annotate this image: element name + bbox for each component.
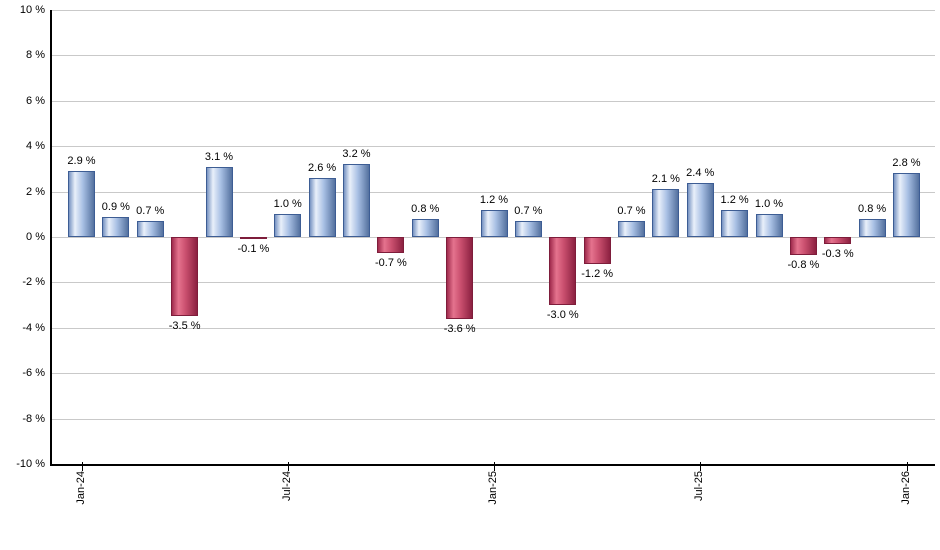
- bar-Mar-25: [549, 237, 577, 306]
- bar-Feb-24: [102, 216, 130, 237]
- bar-Apr-25: [583, 237, 611, 265]
- bar-Dec-25: [858, 218, 886, 237]
- bar-value-label: 0.7 %: [617, 205, 646, 218]
- bar-Sep-25: [755, 214, 783, 237]
- bar-value-label: 1.2 %: [479, 193, 509, 206]
- bar-Sep-24: [343, 164, 370, 237]
- x-axis-tick: [287, 462, 289, 471]
- bar-value-label: 3.1 %: [204, 150, 234, 163]
- y-axis-label: 10 %: [19, 4, 45, 16]
- gridline: [52, 100, 935, 102]
- bar-Jun-24: [239, 237, 267, 240]
- x-axis-label: Jan-26: [899, 471, 912, 505]
- y-axis-label: -4 %: [22, 321, 45, 334]
- gridline: [52, 282, 935, 284]
- bar-Dec-24: [446, 237, 474, 319]
- bar-value-label: 2.8 %: [892, 157, 921, 170]
- x-axis-label: Jul-25: [693, 471, 706, 501]
- bar-value-label: 2.1 %: [651, 173, 680, 186]
- bar-Nov-25: [824, 237, 852, 244]
- bar-value-label: 3.2 %: [342, 148, 371, 161]
- bar-value-label: -1.2 %: [581, 268, 614, 281]
- y-axis-line: [50, 10, 52, 466]
- x-axis-tick: [700, 462, 702, 471]
- gridline: [52, 373, 935, 375]
- x-axis-line: [50, 464, 935, 466]
- bar-value-label: 2.9 %: [67, 155, 96, 168]
- bar-Jun-25: [652, 189, 680, 237]
- x-axis-tick: [494, 462, 495, 471]
- bar-Aug-24: [308, 177, 336, 237]
- bar-Aug-25: [721, 209, 749, 237]
- bar-value-label: -0.7 %: [374, 256, 407, 269]
- bar-Feb-25: [514, 221, 542, 237]
- y-axis-label: -10 %: [16, 458, 45, 470]
- gridline: [52, 55, 935, 57]
- bar-value-label: -3.5 %: [168, 320, 201, 333]
- bar-Oct-24: [377, 237, 405, 253]
- bar-Jan-26: [893, 173, 920, 237]
- bar-value-label: -0.1 %: [237, 243, 270, 256]
- y-axis-label: 0 %: [26, 231, 45, 243]
- bar-Jul-24: [274, 214, 302, 237]
- bar-value-label: 1.2 %: [720, 193, 749, 206]
- bar-Nov-24: [411, 218, 439, 237]
- gridline: [52, 10, 935, 11]
- x-axis-label: Jan-24: [74, 471, 87, 505]
- x-axis-label: Jan-25: [487, 471, 499, 505]
- gridline: [52, 327, 935, 329]
- bar-May-25: [618, 221, 645, 237]
- y-axis-label: 8 %: [26, 49, 45, 62]
- y-axis-label: -2 %: [22, 276, 45, 289]
- bar-value-label: -0.3 %: [821, 247, 854, 260]
- x-axis-label: Jul-24: [280, 471, 293, 501]
- gridline: [52, 237, 935, 238]
- y-axis-label: 2 %: [26, 185, 45, 198]
- bar-value-label: 0.8 %: [411, 202, 440, 215]
- bar-value-label: 2.6 %: [308, 161, 337, 174]
- bar-value-label: -0.8 %: [787, 259, 820, 272]
- x-axis-tick: [81, 462, 83, 471]
- gridline: [52, 146, 935, 148]
- bar-value-label: -3.0 %: [546, 309, 579, 322]
- gridline: [52, 191, 935, 193]
- bar-value-label: 0.9 %: [101, 200, 130, 213]
- bar-Apr-24: [171, 237, 199, 317]
- bar-value-label: 2.4 %: [686, 166, 715, 179]
- bar-value-label: -3.6 %: [443, 322, 476, 335]
- bar-value-label: 0.7 %: [136, 205, 165, 218]
- y-axis-label: 4 %: [26, 140, 45, 153]
- bar-Oct-25: [789, 237, 817, 256]
- bar-May-24: [205, 166, 233, 237]
- y-axis-label: -6 %: [22, 367, 45, 380]
- bar-Mar-24: [136, 221, 164, 237]
- y-axis-label: 6 %: [26, 94, 45, 107]
- bar-Jan-25: [480, 209, 508, 237]
- y-axis-label: -8 %: [22, 412, 45, 425]
- bar-Jan-24: [68, 171, 95, 237]
- bar-value-label: 1.0 %: [273, 198, 302, 211]
- bar-Jul-25: [686, 182, 714, 237]
- bar-value-label: 0.8 %: [858, 202, 887, 215]
- bar-value-label: 1.0 %: [754, 198, 784, 211]
- bar-value-label: 0.7 %: [514, 205, 543, 218]
- x-axis-tick: [906, 462, 908, 471]
- gridline: [52, 418, 935, 420]
